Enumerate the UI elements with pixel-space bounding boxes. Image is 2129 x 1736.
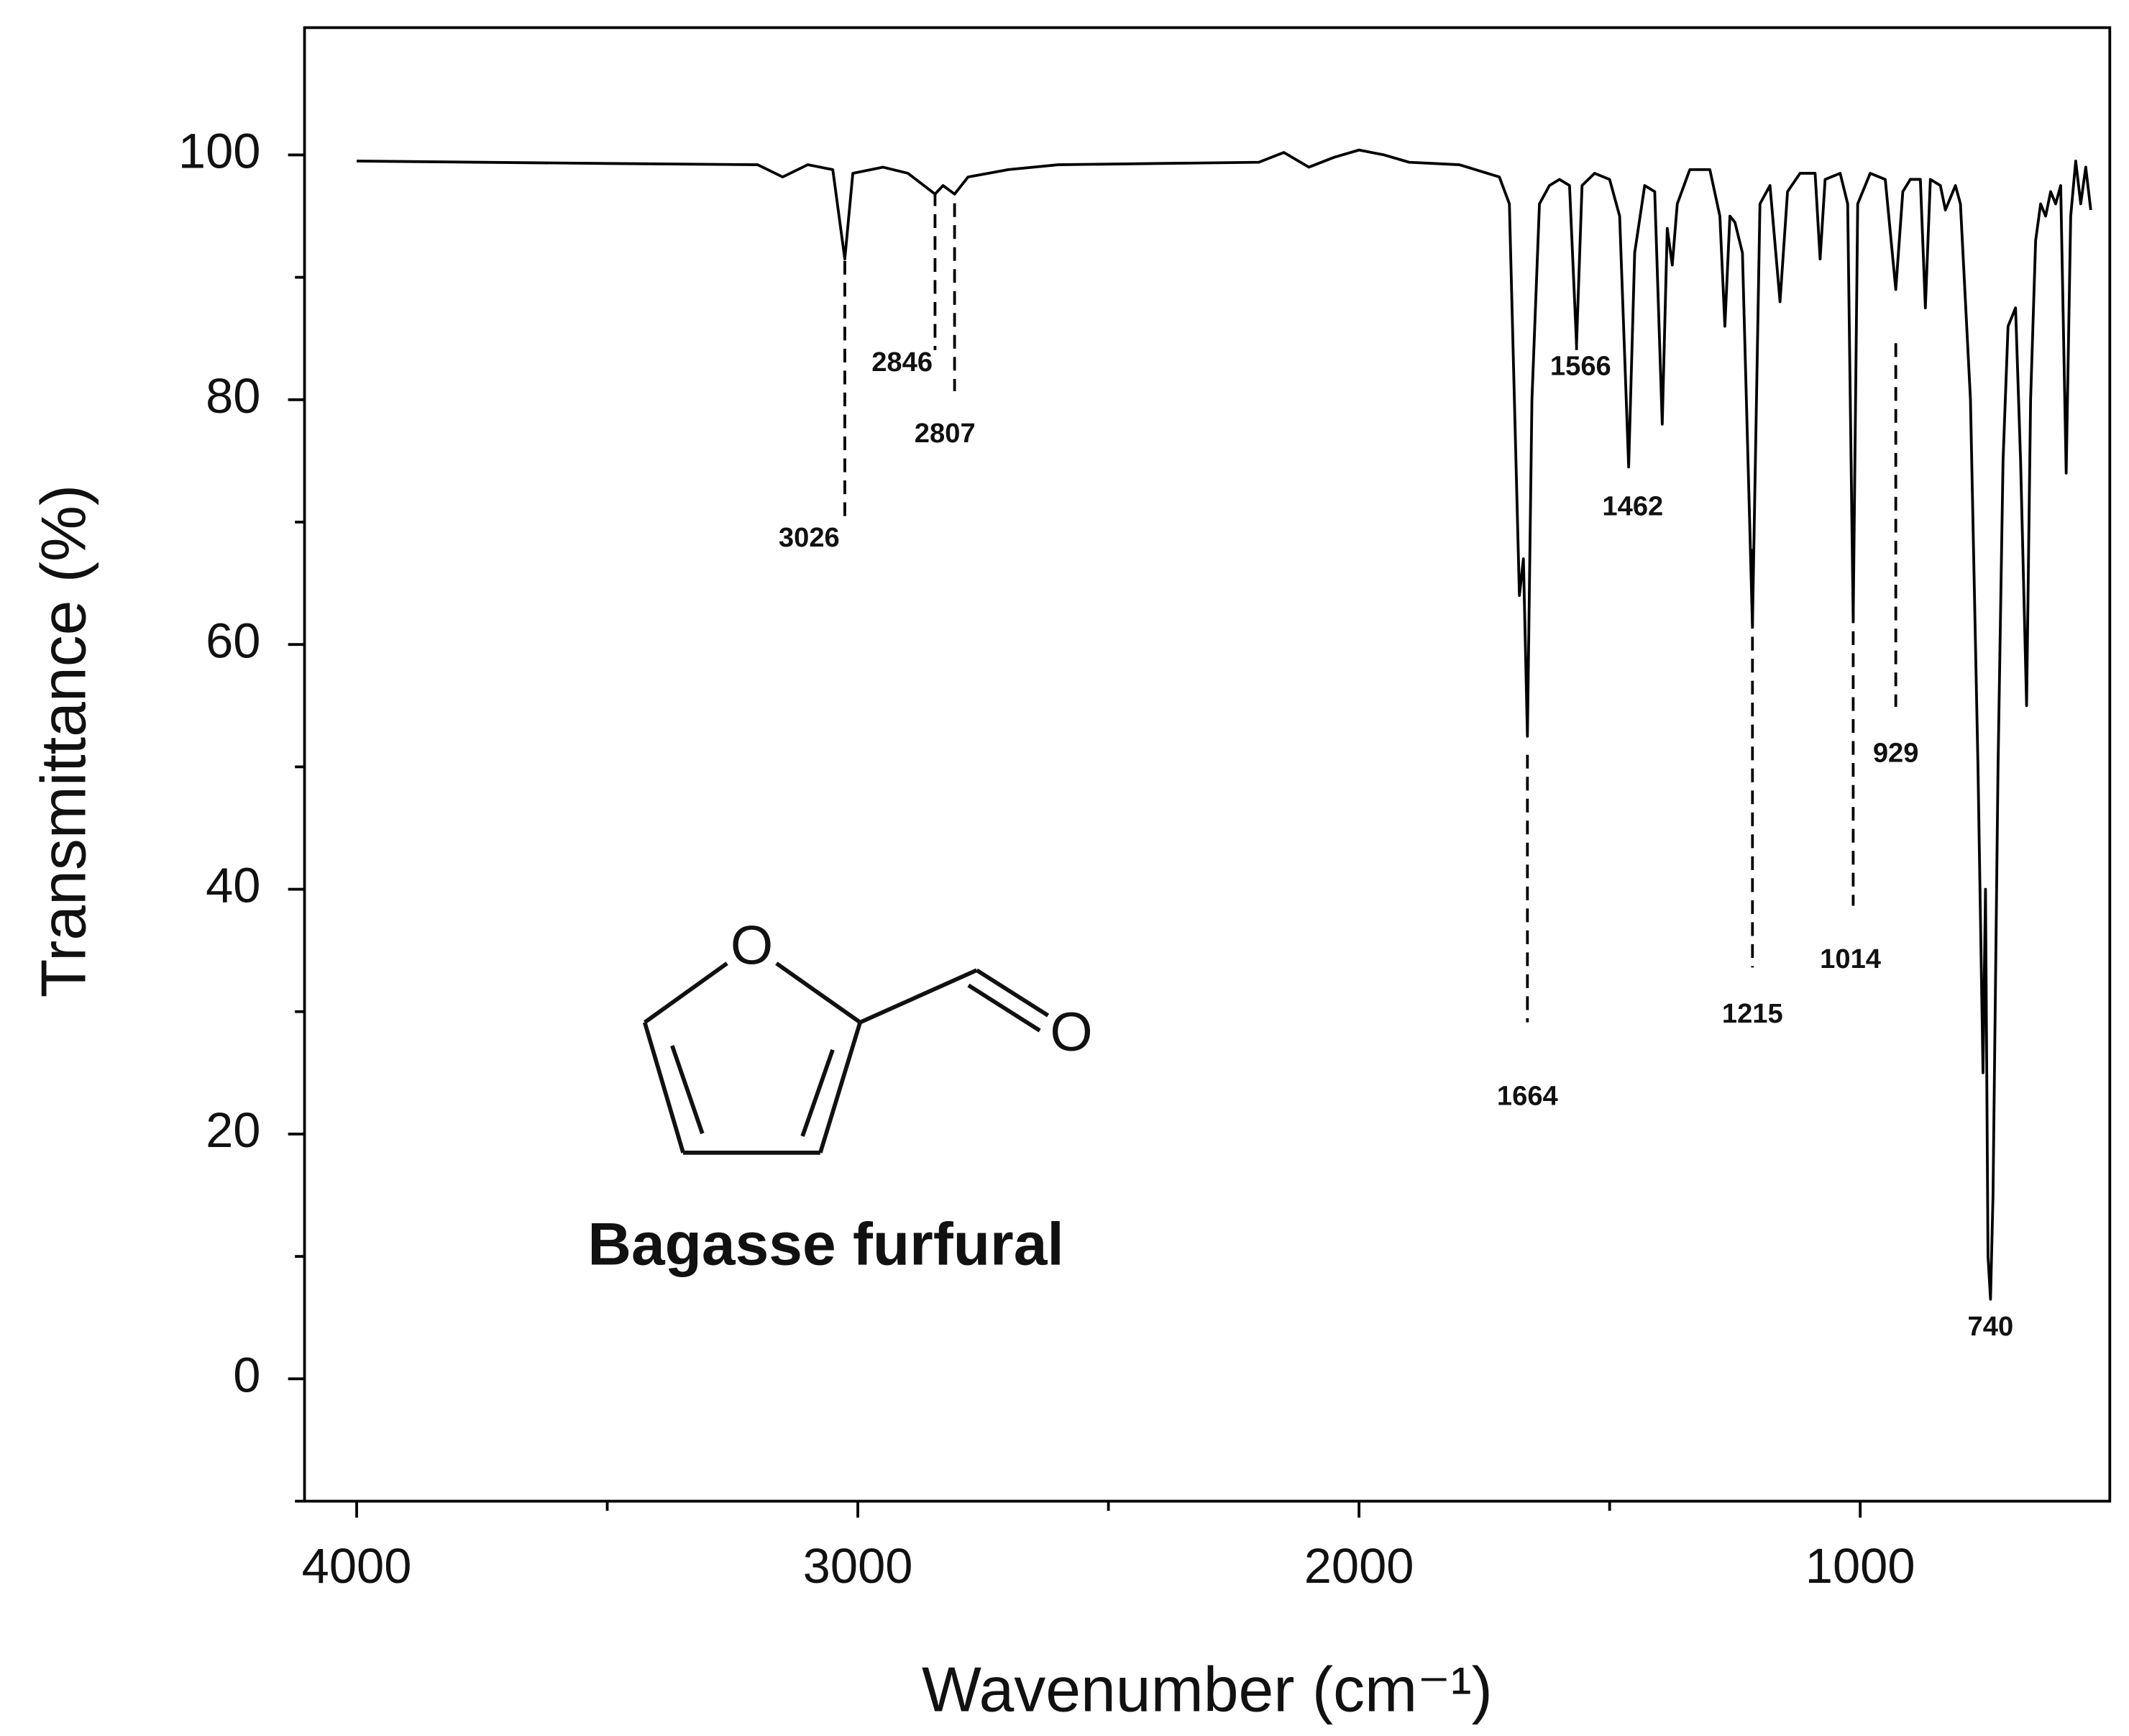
y-tick-label: 40 bbox=[206, 858, 260, 913]
bond bbox=[670, 1045, 705, 1135]
y-tick-label: 20 bbox=[206, 1102, 260, 1158]
peak-label: 1566 bbox=[1550, 351, 1611, 382]
bond bbox=[644, 961, 728, 1024]
plot-frame bbox=[303, 26, 2112, 1503]
bond bbox=[975, 968, 1050, 1018]
peak-label: 1215 bbox=[1722, 998, 1783, 1029]
peak-label: 740 bbox=[1968, 1311, 2014, 1342]
peak-label: 2846 bbox=[871, 347, 933, 378]
atom-label: O bbox=[731, 915, 773, 977]
structure-caption: Bagasse furfural bbox=[587, 1210, 1063, 1278]
peak-label: 929 bbox=[1873, 738, 1919, 769]
y-tick-label: 60 bbox=[206, 613, 260, 668]
bond bbox=[642, 1021, 685, 1153]
peak-label: 2807 bbox=[915, 418, 976, 449]
x-tick-label: 4000 bbox=[302, 1538, 412, 1594]
peak-label: 1664 bbox=[1497, 1081, 1558, 1112]
peak-label: 1014 bbox=[1820, 944, 1881, 974]
bond bbox=[775, 961, 861, 1024]
y-tick-label: 80 bbox=[206, 368, 260, 424]
y-tick-label: 100 bbox=[178, 124, 261, 179]
molecule bbox=[642, 961, 1050, 1155]
bond bbox=[800, 1049, 835, 1137]
spectrum-line bbox=[357, 148, 2092, 1301]
y-tick-label: 0 bbox=[233, 1347, 260, 1402]
peak-label: 1462 bbox=[1602, 490, 1663, 521]
atom-label: O bbox=[1050, 1002, 1092, 1063]
bond bbox=[818, 1021, 862, 1153]
x-tick-label: 3000 bbox=[803, 1538, 913, 1594]
x-tick-label: 2000 bbox=[1304, 1538, 1414, 1594]
peak-label: 3026 bbox=[779, 522, 840, 553]
x-tick-label: 1000 bbox=[1805, 1538, 1915, 1594]
x-axis-label: Wavenumber (cm⁻¹) bbox=[922, 1655, 1493, 1725]
bond bbox=[859, 968, 978, 1025]
bond bbox=[967, 983, 1041, 1033]
y-axis-label: Transmittance (%) bbox=[29, 485, 99, 998]
